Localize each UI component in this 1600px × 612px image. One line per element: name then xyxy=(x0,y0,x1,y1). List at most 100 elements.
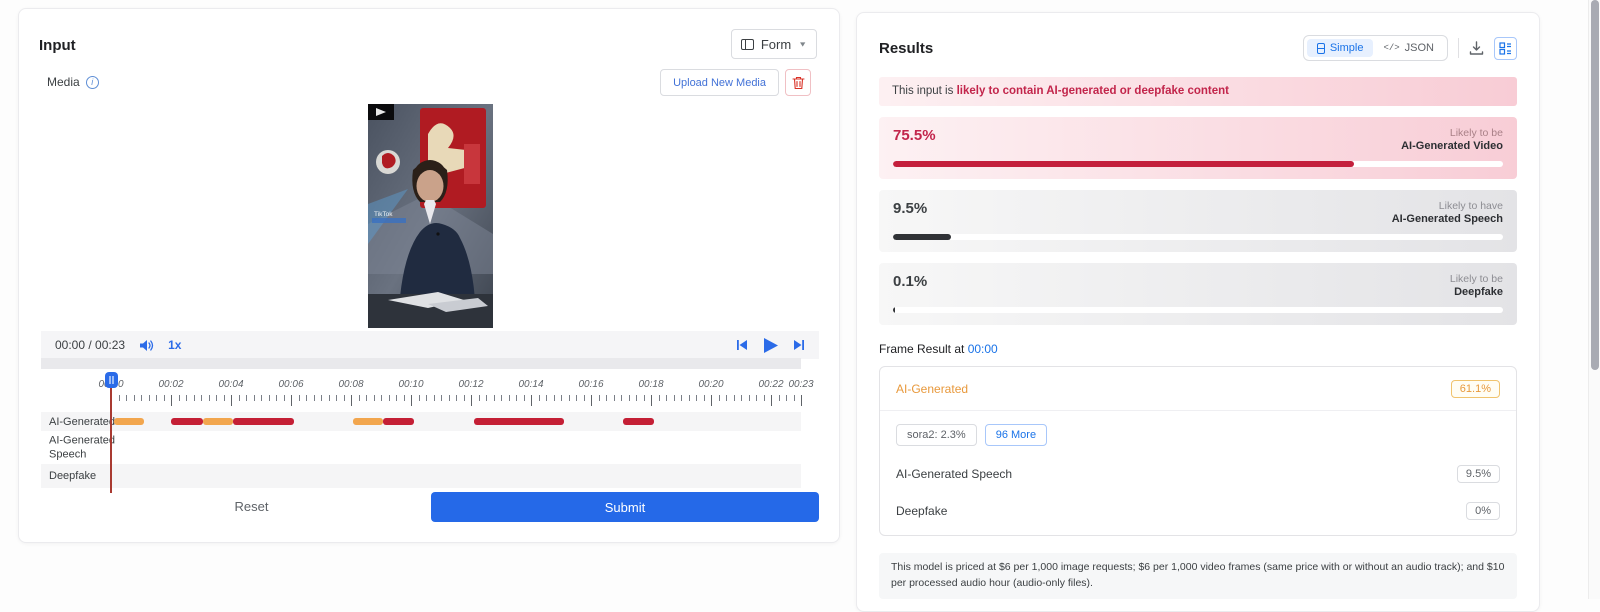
ruler-tick xyxy=(673,395,675,401)
view-mode-toggle: Simple </> JSON xyxy=(1302,35,1448,61)
info-icon[interactable]: i xyxy=(85,75,99,89)
track-row-deepfake[interactable]: Deepfake xyxy=(41,464,801,488)
deepfake-score-badge: 0% xyxy=(1466,502,1500,520)
score-qualifier: Likely to be xyxy=(1449,127,1503,139)
ruler-tick xyxy=(178,395,180,401)
frame-card-divider xyxy=(880,410,1516,411)
next-frame-button[interactable] xyxy=(793,339,805,351)
score-bar-track xyxy=(893,307,1503,313)
speaker-icon xyxy=(140,339,154,351)
ruler-tick xyxy=(613,395,615,401)
track-label: Deepfake xyxy=(49,469,97,482)
form-view-selector[interactable]: Form ▼ xyxy=(731,29,817,59)
ruler-tick xyxy=(283,395,285,401)
track-row-ai-generated-speech[interactable]: AI-Generated Speech xyxy=(41,431,801,464)
summary-view-button[interactable] xyxy=(1494,36,1517,60)
score-label: Deepfake xyxy=(1454,286,1503,298)
timeline-scroll-strip[interactable] xyxy=(41,358,801,369)
track-row-ai-generated[interactable]: AI-Generated xyxy=(41,412,801,431)
ruler-tick xyxy=(531,395,532,406)
upload-new-media-button[interactable]: Upload New Media xyxy=(660,69,779,96)
score-value: 0.1% xyxy=(893,273,928,290)
chevron-down-icon: ▼ xyxy=(798,40,808,48)
playback-speed-button[interactable]: 1x xyxy=(168,338,182,352)
detection-segment-orange[interactable] xyxy=(202,418,233,425)
ruler-tick xyxy=(801,395,802,406)
detection-segment-orange[interactable] xyxy=(114,418,144,425)
model-chip-sora2[interactable]: sora2: 2.3% xyxy=(896,424,977,446)
submit-button[interactable]: Submit xyxy=(431,492,819,522)
ruler-tick xyxy=(336,395,337,401)
results-panel-title: Results xyxy=(879,39,934,57)
simple-tab-label: Simple xyxy=(1329,42,1364,54)
detection-segment-red[interactable] xyxy=(622,418,654,425)
detection-segment-red[interactable] xyxy=(474,418,564,425)
timeline-tick-label: 00:12 xyxy=(458,379,484,390)
ruler-tick xyxy=(268,395,270,401)
ruler-tick xyxy=(493,395,495,401)
delete-media-button[interactable] xyxy=(785,69,811,96)
detection-segment-red[interactable] xyxy=(232,418,294,425)
ruler-tick xyxy=(786,395,787,401)
ruler-tick xyxy=(568,395,570,401)
frame-row-label: Deepfake xyxy=(896,504,948,518)
score-card-ai-generated-speech: 9.5% Likely to have AI-Generated Speech xyxy=(879,190,1517,252)
ruler-tick xyxy=(741,395,742,401)
ruler-tick xyxy=(186,395,187,401)
play-icon xyxy=(764,337,778,353)
ruler-tick xyxy=(156,395,157,401)
form-layout-icon xyxy=(740,38,754,50)
ruler-tick xyxy=(366,395,367,401)
frame-result-time-link[interactable]: 00:00 xyxy=(967,342,998,356)
ruler-tick xyxy=(718,395,720,401)
reset-button[interactable]: Reset xyxy=(234,499,269,514)
detection-segment-red[interactable] xyxy=(382,418,414,425)
ruler-tick xyxy=(501,395,502,401)
ruler-tick xyxy=(621,395,622,401)
input-panel-title: Input xyxy=(39,37,76,54)
play-button[interactable] xyxy=(762,337,779,354)
ruler-tick xyxy=(216,395,217,401)
detection-segment-red[interactable] xyxy=(171,418,203,425)
volume-button[interactable] xyxy=(139,339,154,352)
video-preview[interactable]: TikTok xyxy=(368,104,493,328)
results-panel: Results Simple </> JSON xyxy=(856,12,1540,612)
download-results-button[interactable] xyxy=(1469,40,1484,56)
more-models-chip[interactable]: 96 More xyxy=(984,424,1048,446)
results-header: Results Simple </> JSON xyxy=(879,35,1517,61)
timeline-tick-label: 00:02 xyxy=(158,379,184,390)
ruler-tick xyxy=(343,395,345,401)
playhead-handle[interactable] xyxy=(105,372,118,388)
score-bar-fill xyxy=(893,307,895,313)
ruler-tick xyxy=(141,395,142,401)
ruler-tick xyxy=(591,395,592,406)
frame-row-label: AI-Generated Speech xyxy=(896,467,1013,481)
pricing-note: This model is priced at $6 per 1,000 ima… xyxy=(879,553,1517,599)
score-bar-fill xyxy=(893,234,951,240)
timeline-tick-label: 00:16 xyxy=(578,379,604,390)
ruler-tick xyxy=(201,395,202,401)
skip-forward-icon xyxy=(794,340,804,350)
detection-segment-orange[interactable] xyxy=(352,418,383,425)
ruler-tick xyxy=(726,395,727,401)
ruler-tick xyxy=(681,395,682,401)
track-label: AI-Generated Speech xyxy=(49,434,116,461)
ruler-tick xyxy=(666,395,667,401)
json-view-tab[interactable]: </> JSON xyxy=(1373,39,1444,57)
ruler-tick xyxy=(223,395,225,401)
ruler-tick xyxy=(733,395,735,401)
previous-frame-button[interactable] xyxy=(736,339,748,351)
ruler-tick xyxy=(508,395,510,401)
scrollbar-thumb[interactable] xyxy=(1591,0,1599,370)
timeline-tick-label: 00:23 xyxy=(788,379,814,390)
page-scrollbar[interactable] xyxy=(1588,0,1600,599)
score-card-ai-generated-video: 75.5% Likely to be AI-Generated Video xyxy=(879,117,1517,179)
ruler-tick xyxy=(403,395,405,401)
ruler-tick xyxy=(261,395,262,401)
ruler-tick xyxy=(433,395,435,401)
ruler-tick xyxy=(651,395,652,406)
ruler-tick xyxy=(246,395,247,401)
simple-view-tab[interactable]: Simple xyxy=(1306,39,1374,57)
timeline-ruler[interactable] xyxy=(41,395,823,411)
ruler-tick xyxy=(238,395,240,401)
